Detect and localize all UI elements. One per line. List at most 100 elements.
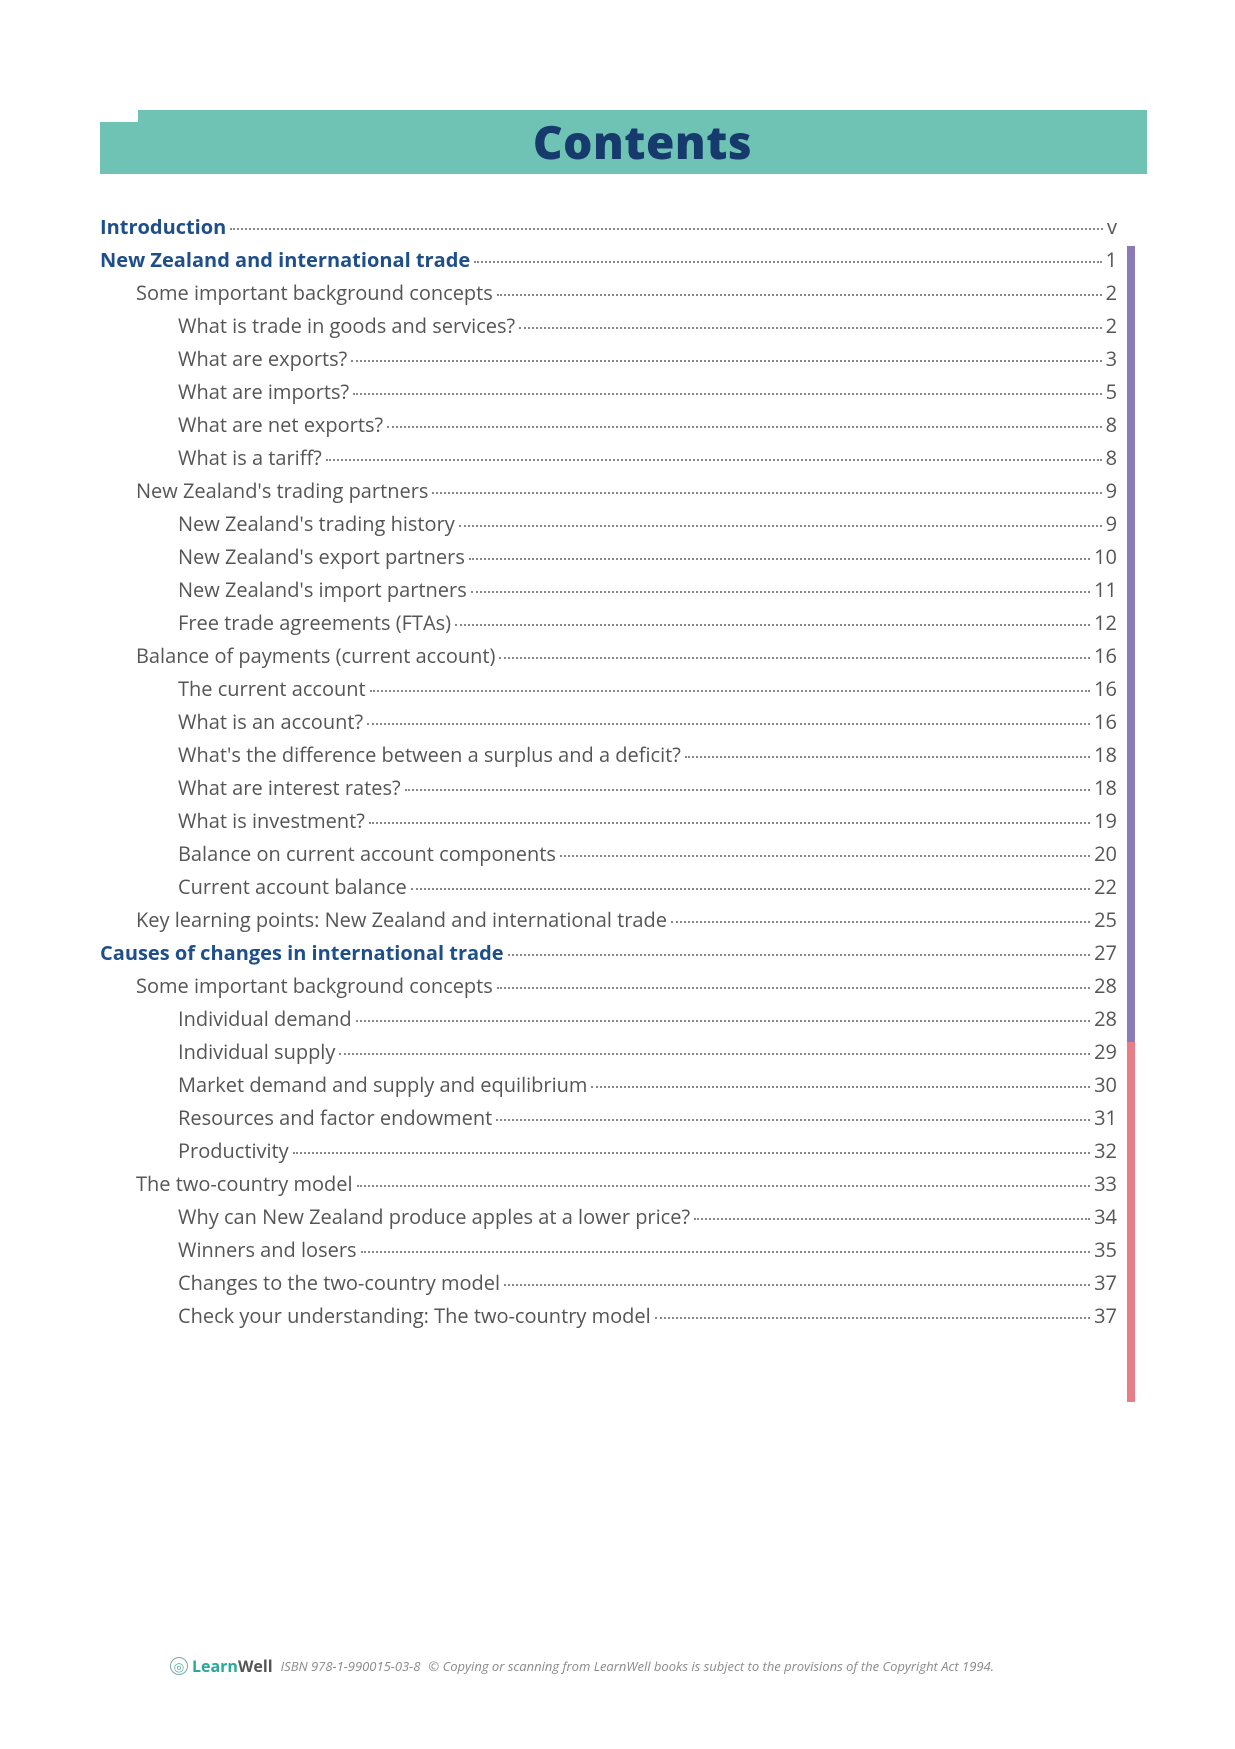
toc-entry[interactable]: New Zealand and international trade 1	[100, 243, 1117, 276]
toc-entry[interactable]: Why can New Zealand produce apples at a …	[100, 1200, 1117, 1233]
toc-label[interactable]: Free trade agreements (FTAs)	[178, 613, 451, 633]
brand-logo: ◎ LearnWell	[170, 1655, 273, 1677]
toc-leader-dots	[496, 1119, 1090, 1121]
toc-entry[interactable]: New Zealand's export partners10	[100, 540, 1117, 573]
toc-page-number: 28	[1094, 976, 1117, 996]
toc-leader-dots	[370, 690, 1090, 692]
toc-label[interactable]: Changes to the two-country model	[178, 1273, 500, 1293]
toc-entry[interactable]: New Zealand's trading history 9	[100, 507, 1117, 540]
toc-label[interactable]: Individual supply	[178, 1042, 335, 1062]
toc-entry[interactable]: Current account balance 22	[100, 870, 1117, 903]
toc-entry[interactable]: New Zealand's import partners11	[100, 573, 1117, 606]
toc-leader-dots	[504, 1284, 1090, 1286]
toc-leader-dots	[369, 822, 1090, 824]
toc-leader-dots	[671, 921, 1090, 923]
toc-page-number: 8	[1106, 448, 1117, 468]
toc-page-number: 9	[1106, 514, 1117, 534]
toc-entry[interactable]: The two-country model33	[100, 1167, 1117, 1200]
toc-entry[interactable]: Some important background concepts2	[100, 276, 1117, 309]
toc-entry[interactable]: Winners and losers35	[100, 1233, 1117, 1266]
toc-leader-dots	[293, 1152, 1090, 1154]
toc-label[interactable]: Check your understanding: The two-countr…	[178, 1306, 651, 1326]
toc-leader-dots	[361, 1251, 1091, 1253]
toc-label[interactable]: New Zealand's export partners	[178, 547, 465, 567]
toc-label[interactable]: Resources and factor endowment	[178, 1108, 492, 1128]
toc-label[interactable]: What are net exports?	[178, 415, 383, 435]
toc-entry[interactable]: Individual demand28	[100, 1002, 1117, 1035]
toc-page-number: 22	[1094, 877, 1117, 897]
toc-entry[interactable]: Balance of payments (current account) 16	[100, 639, 1117, 672]
toc-leader-dots	[339, 1053, 1090, 1055]
toc-label[interactable]: The two-country model	[136, 1174, 353, 1194]
toc-entry[interactable]: The current account16	[100, 672, 1117, 705]
toc-entry[interactable]: Market demand and supply and equilibrium…	[100, 1068, 1117, 1101]
toc-entry[interactable]: What are imports?5	[100, 375, 1117, 408]
toc-label[interactable]: What are imports?	[178, 382, 349, 402]
toc-label[interactable]: What is trade in goods and services?	[178, 316, 515, 336]
toc-label[interactable]: New Zealand's trading history	[178, 514, 455, 534]
toc-entry[interactable]: Key learning points: New Zealand and int…	[100, 903, 1117, 936]
toc-page-number: 16	[1094, 646, 1117, 666]
toc-leader-dots	[591, 1086, 1090, 1088]
toc-label[interactable]: Balance on current account components	[178, 844, 556, 864]
brand-well: Well	[238, 1655, 273, 1677]
toc-entry[interactable]: What are net exports?8	[100, 408, 1117, 441]
toc-entry[interactable]: Individual supply29	[100, 1035, 1117, 1068]
toc-label[interactable]: Current account balance	[178, 877, 407, 897]
toc-entry[interactable]: Check your understanding: The two-countr…	[100, 1299, 1117, 1332]
toc-leader-dots	[326, 459, 1102, 461]
toc-entry[interactable]: Some important background concepts 28	[100, 969, 1117, 1002]
toc-entry[interactable]: What is investment? 19	[100, 804, 1117, 837]
toc-entry[interactable]: What is trade in goods and services?2	[100, 309, 1117, 342]
logo-icon: ◎	[170, 1657, 188, 1675]
toc-page-number: 1	[1106, 250, 1117, 270]
toc-leader-dots	[694, 1218, 1090, 1220]
toc-entry[interactable]: What are interest rates?18	[100, 771, 1117, 804]
brand-learn: Learn	[192, 1655, 238, 1677]
toc-entry[interactable]: Changes to the two-country model 37	[100, 1266, 1117, 1299]
toc-label[interactable]: New Zealand's trading partners	[136, 481, 428, 501]
toc-label[interactable]: Some important background concepts	[136, 283, 493, 303]
toc-label[interactable]: Why can New Zealand produce apples at a …	[178, 1207, 690, 1227]
toc-label[interactable]: What is investment?	[178, 811, 365, 831]
toc-label[interactable]: Winners and losers	[178, 1240, 357, 1260]
toc-page-number: 16	[1094, 712, 1117, 732]
toc-entry[interactable]: Resources and factor endowment 31	[100, 1101, 1117, 1134]
toc-entry[interactable]: What are exports?3	[100, 342, 1117, 375]
toc-label[interactable]: What are exports?	[178, 349, 347, 369]
toc-entry[interactable]: Productivity32	[100, 1134, 1117, 1167]
toc-page-number: 31	[1094, 1108, 1117, 1128]
toc-label[interactable]: Balance of payments (current account)	[136, 646, 495, 666]
toc-label[interactable]: What is an account?	[178, 712, 363, 732]
toc-leader-dots	[497, 987, 1090, 989]
footer: ◎ LearnWell ISBN 978-1-990015-03-8 © Cop…	[170, 1655, 1135, 1677]
toc-label[interactable]: Individual demand	[178, 1009, 352, 1029]
toc-label[interactable]: The current account	[178, 679, 366, 699]
toc-entry[interactable]: Free trade agreements (FTAs)12	[100, 606, 1117, 639]
toc-entry[interactable]: New Zealand's trading partners9	[100, 474, 1117, 507]
toc-label[interactable]: Some important background concepts	[136, 976, 493, 996]
toc-label[interactable]: Market demand and supply and equilibrium	[178, 1075, 587, 1095]
toc-entry[interactable]: Introductionv	[100, 210, 1117, 243]
toc-page-number: 20	[1094, 844, 1117, 864]
toc-label[interactable]: Productivity	[178, 1141, 289, 1161]
toc-entry[interactable]: What is an account? 16	[100, 705, 1117, 738]
toc-entry[interactable]: Causes of changes in international trade…	[100, 936, 1117, 969]
toc-entry[interactable]: What's the difference between a surplus …	[100, 738, 1117, 771]
toc-entry[interactable]: What is a tariff? 8	[100, 441, 1117, 474]
toc-leader-dots	[519, 327, 1101, 329]
toc-page-number: 37	[1094, 1273, 1117, 1293]
toc-label[interactable]: What are interest rates?	[178, 778, 401, 798]
toc-label[interactable]: Causes of changes in international trade	[100, 943, 504, 963]
toc-leader-dots	[560, 855, 1090, 857]
toc-label[interactable]: New Zealand's import partners	[178, 580, 467, 600]
toc-leader-dots	[474, 261, 1101, 263]
toc-label[interactable]: Key learning points: New Zealand and int…	[136, 910, 667, 930]
toc-label[interactable]: New Zealand and international trade	[100, 250, 470, 270]
isbn-text: ISBN 978-1-990015-03-8	[281, 1657, 421, 1675]
toc-page-number: 19	[1094, 811, 1117, 831]
toc-label[interactable]: What is a tariff?	[178, 448, 322, 468]
toc-label[interactable]: What's the difference between a surplus …	[178, 745, 681, 765]
toc-label[interactable]: Introduction	[100, 217, 226, 237]
toc-entry[interactable]: Balance on current account components 20	[100, 837, 1117, 870]
